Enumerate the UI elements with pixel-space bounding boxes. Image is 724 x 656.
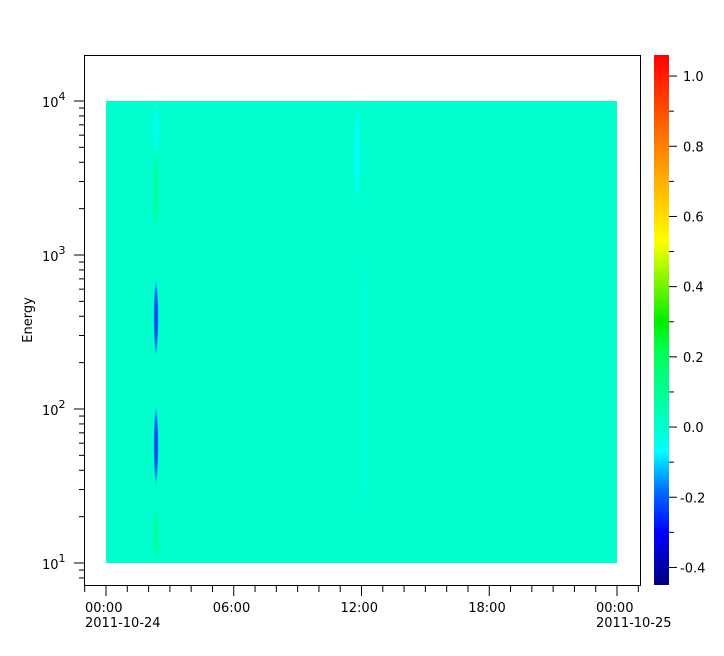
spectrogram-feature: [153, 504, 159, 563]
x-tick-label: 00:00: [596, 601, 633, 616]
y-tick-label: 103: [42, 244, 66, 265]
colorbar-tick-label: 0.8: [683, 140, 704, 155]
spectrogram-feature: [153, 405, 159, 486]
colorbar-tick-label: 0.2: [683, 351, 704, 366]
spectrogram-feature: [359, 208, 369, 563]
y-tick-label: 101: [42, 552, 66, 573]
x-tick-label: 12:00: [341, 601, 378, 616]
x-tick-label: 18:00: [468, 601, 505, 616]
x-tick-label: 00:00: [85, 601, 122, 616]
y-axis-label: Energy: [21, 297, 36, 343]
y-tick-label: 104: [42, 90, 66, 111]
plot-area: [106, 101, 617, 563]
colorbar-tick-label: 0.6: [683, 210, 704, 225]
colorbar-tick-label: 0.0: [683, 421, 704, 436]
plot-frame: [84, 55, 641, 586]
colorbar-gradient: [654, 55, 669, 585]
colorbar-tick-label: 1.0: [683, 70, 704, 85]
x-tick-date-label: 2011-10-24: [85, 616, 161, 631]
x-tick-label: 06:00: [213, 601, 250, 616]
spectrogram-feature: [153, 278, 159, 357]
spectrogram-feature: [352, 101, 362, 209]
colorbar-tick-label: -0.2: [680, 491, 705, 506]
colorbar: -0.4 -0.2 0.0 0.2 0.4 0.6 0.8 1.0: [654, 55, 705, 585]
y-tick-label: 102: [42, 398, 66, 419]
colorbar-tick-label: -0.4: [680, 561, 705, 576]
spectrogram-feature: [151, 101, 161, 155]
x-tick-date-label: 2011-10-25: [596, 616, 672, 631]
colorbar-tick-label: 0.4: [683, 281, 704, 296]
spectrogram-feature: [153, 150, 159, 233]
